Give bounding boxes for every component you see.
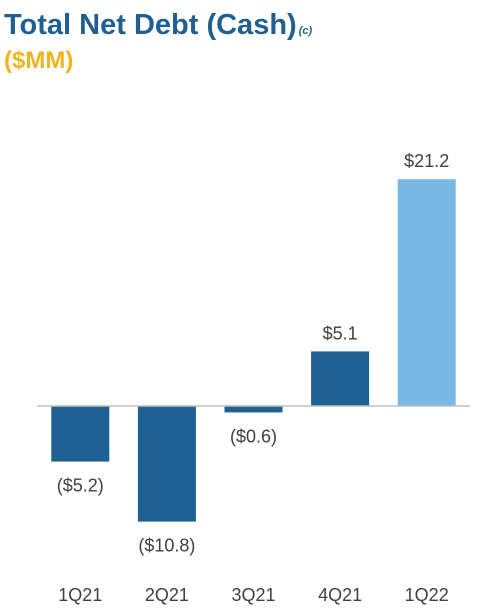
data-label-1q22: $21.2: [404, 151, 449, 171]
category-label-1q21: 1Q21: [58, 585, 102, 605]
data-label-4q21: $5.1: [323, 323, 358, 343]
category-label-2q21: 2Q21: [145, 585, 189, 605]
title-footnote-marker: (c): [298, 25, 313, 37]
bar-1q22: [397, 179, 456, 406]
category-label-4q21: 4Q21: [318, 585, 362, 605]
data-label-2q21: ($10.8): [138, 536, 195, 556]
bar-2q21: [137, 406, 196, 522]
bar-1q21: [51, 406, 110, 462]
chart-title-text: Total Net Debt (Cash): [4, 9, 297, 41]
bar-4q21: [311, 351, 370, 406]
category-label-3q21: 3Q21: [231, 585, 275, 605]
data-label-1q21: ($5.2): [57, 476, 104, 496]
chart-subtitle: ($MM): [4, 47, 74, 74]
chart-title: Total Net Debt (Cash) (c): [4, 6, 312, 50]
bar-3q21: [224, 406, 283, 413]
data-label-3q21: ($0.6): [230, 426, 277, 446]
category-label-1q22: 1Q22: [405, 585, 449, 605]
